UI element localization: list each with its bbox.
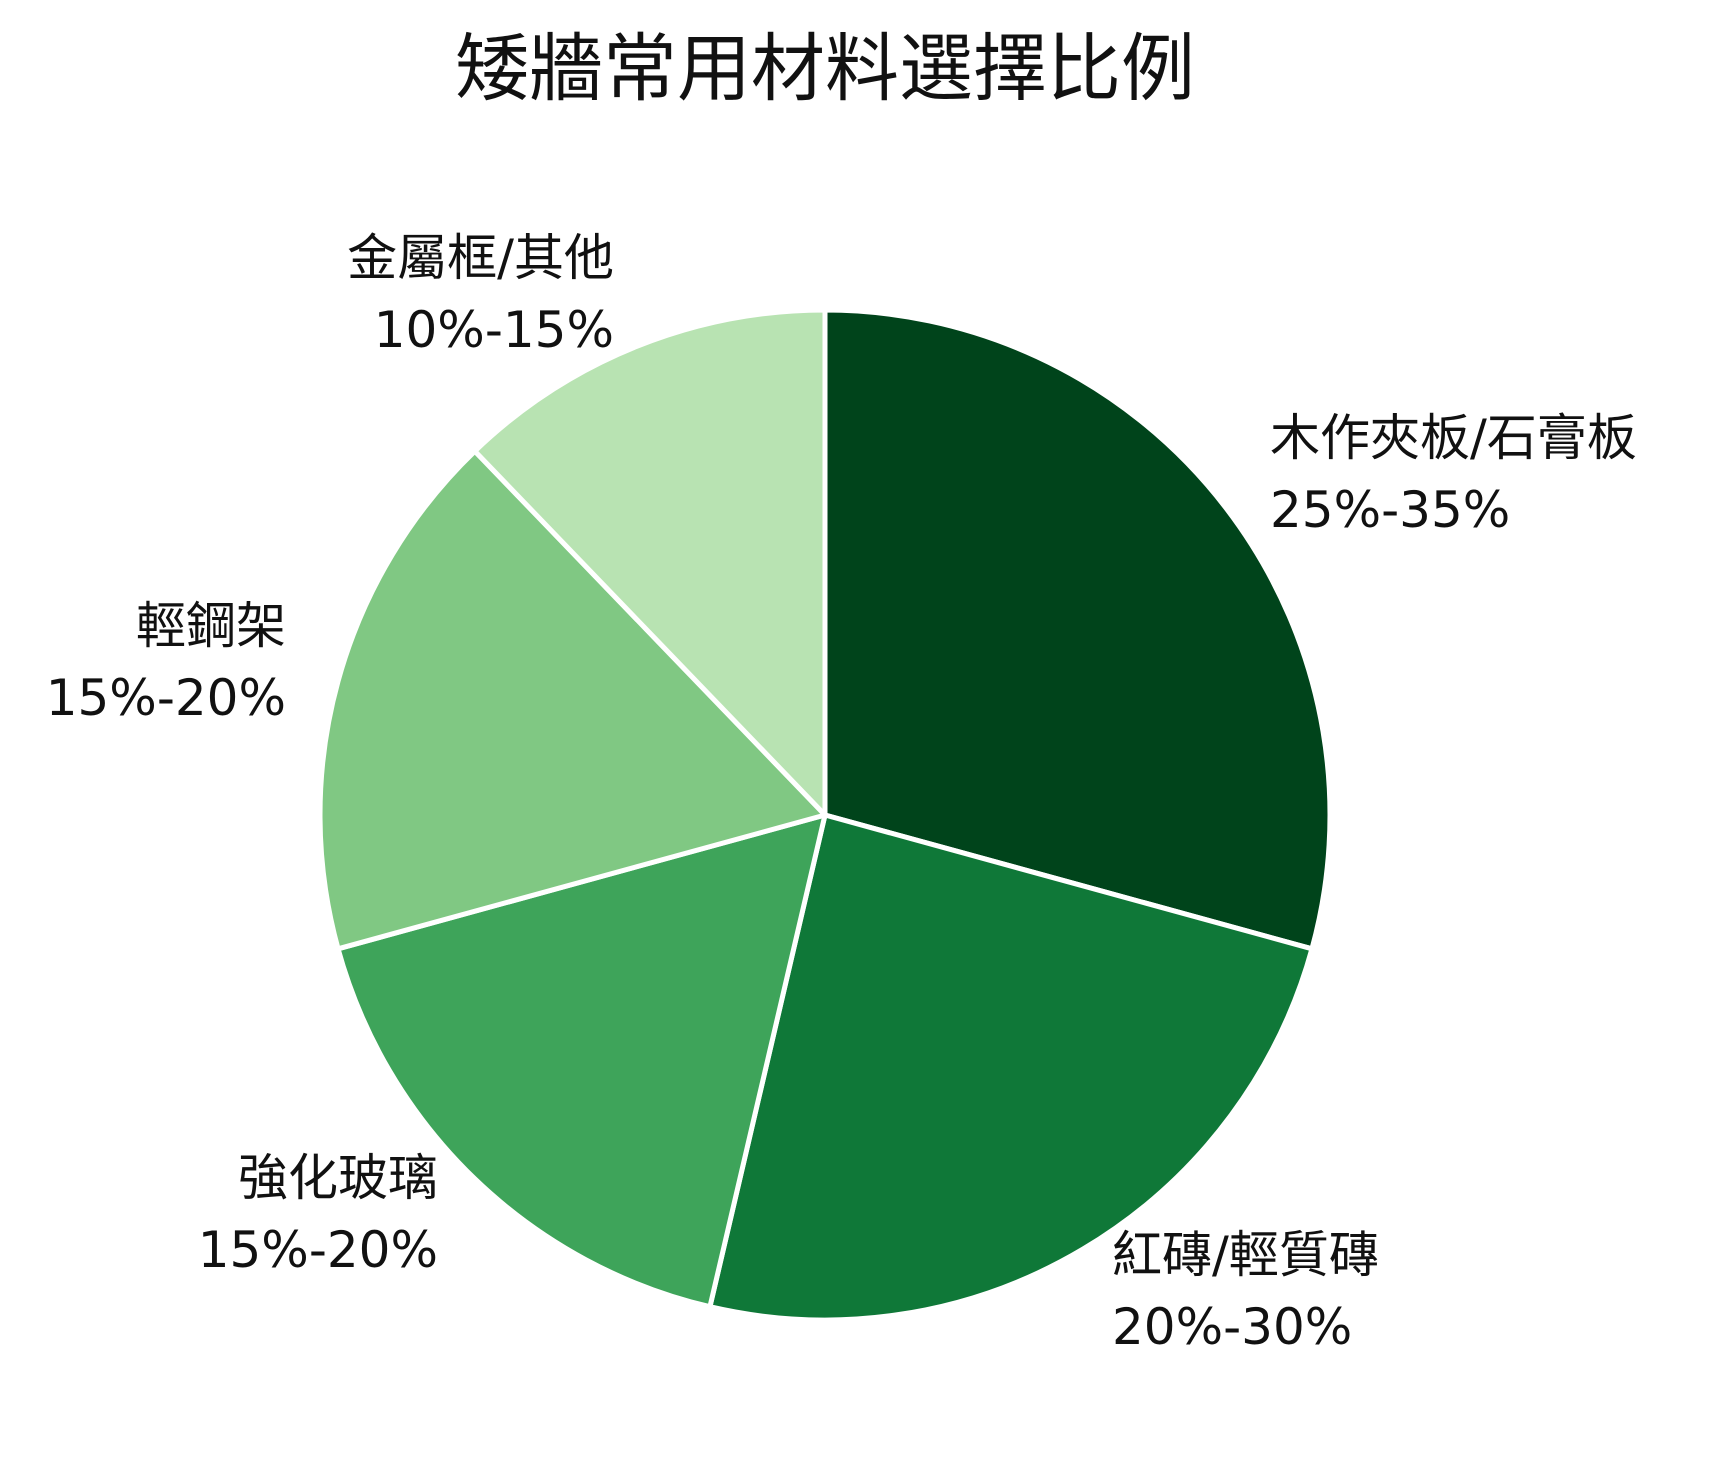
slice-percent-2: 20%-30% [1112,1298,1352,1356]
slice-percent-1: 25%-35% [1270,481,1510,539]
slice-label-3: 強化玻璃 [238,1149,438,1207]
pie-slice-1 [822,307,1333,952]
slice-percent-5: 10%-15% [374,301,614,359]
slice-label-4: 輕鋼架 [136,597,286,655]
slice-percent-3: 15%-20% [198,1221,438,1279]
slice-label-5: 金屬框/其他 [347,229,614,287]
pie-slice-4 [317,448,828,952]
slice-label-1: 木作夾板/石膏板 [1270,409,1637,467]
pie-slices [317,307,1333,1323]
pie-slice-2 [707,812,1315,1323]
pie-slice-5 [472,307,828,818]
pie-slice-3 [335,812,828,1310]
slice-percent-4: 15%-20% [46,669,286,727]
pie-labels: 木作夾板/石膏板 25%-35% 紅磚/輕質磚 20%-30% 強化玻璃 15%-20% 輕… [46,229,1637,1356]
chart-title: 矮牆常用材料選擇比例 [455,26,1195,112]
slice-label-2: 紅磚/輕質磚 [1112,1226,1379,1284]
